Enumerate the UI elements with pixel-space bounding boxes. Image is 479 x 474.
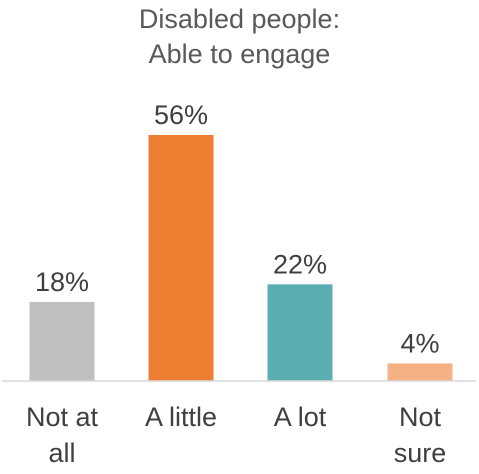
bar-3 bbox=[387, 363, 453, 381]
bar-1 bbox=[148, 135, 214, 381]
chart-title-line-2: Able to engage bbox=[148, 39, 331, 69]
bar-0 bbox=[29, 301, 95, 381]
value-label-1: 56% bbox=[154, 100, 208, 130]
value-label-2: 22% bbox=[273, 249, 327, 279]
category-label-0-line-0: Not at bbox=[25, 402, 99, 432]
bar-2 bbox=[267, 284, 333, 381]
category-label-3-line-0: Not bbox=[398, 402, 442, 432]
value-label-3: 4% bbox=[400, 328, 439, 358]
chart-title-line-1: Disabled people: bbox=[138, 4, 341, 34]
value-label-0: 18% bbox=[35, 267, 89, 297]
category-label-2-line-0: A lot bbox=[273, 402, 327, 432]
category-label-3-line-1: sure bbox=[393, 438, 447, 468]
category-label-0-line-1: all bbox=[48, 438, 76, 468]
category-label-1-line-0: A little bbox=[144, 402, 218, 432]
